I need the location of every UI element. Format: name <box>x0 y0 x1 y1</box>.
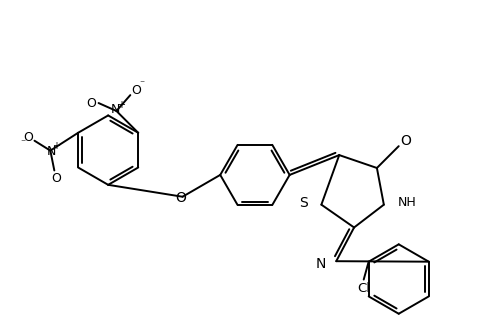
Text: N: N <box>111 104 120 117</box>
Text: O: O <box>400 134 411 148</box>
Text: O: O <box>51 172 61 185</box>
Text: O: O <box>131 84 141 97</box>
Text: N: N <box>47 145 56 158</box>
Text: O: O <box>175 191 186 205</box>
Text: +: + <box>52 141 60 151</box>
Text: S: S <box>299 196 307 210</box>
Text: N: N <box>316 257 326 271</box>
Text: O: O <box>24 131 34 144</box>
Text: ⁻: ⁻ <box>140 79 145 89</box>
Text: ⁻: ⁻ <box>20 139 25 149</box>
Text: NH: NH <box>397 196 416 209</box>
Text: O: O <box>87 97 97 110</box>
Text: Cl: Cl <box>357 282 370 295</box>
Text: +: + <box>117 100 125 110</box>
